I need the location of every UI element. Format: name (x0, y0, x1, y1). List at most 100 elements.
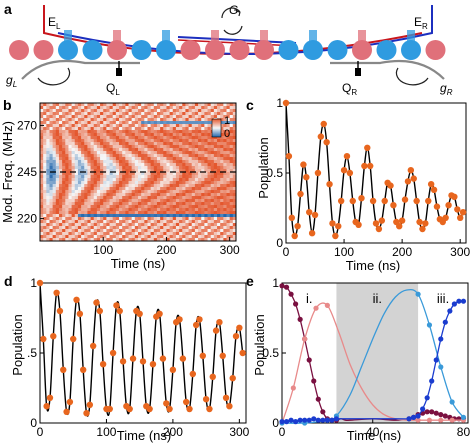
heatmap-cell (128, 115, 133, 119)
heatmap-cell (182, 145, 186, 149)
heatmap-cell (207, 181, 212, 185)
heatmap-cell (122, 193, 126, 197)
heatmap-cell (217, 214, 221, 218)
heatmap-cell (220, 229, 224, 233)
heatmap-cell (156, 154, 161, 158)
heatmap-cell (71, 166, 76, 170)
heatmap-cell (125, 115, 129, 119)
series-point (447, 308, 453, 314)
heatmap-cell (115, 220, 120, 224)
heatmap-cell (169, 175, 174, 179)
heatmap-cell (201, 106, 205, 110)
heatmap-cell (115, 121, 120, 125)
heatmap-cell (201, 148, 205, 152)
heatmap-cell (198, 205, 202, 209)
heatmap-cell (40, 172, 44, 176)
heatmap-cell (144, 163, 148, 167)
heatmap-cell (106, 124, 110, 128)
heatmap-cell (125, 124, 129, 128)
heatmap-cell (182, 226, 186, 230)
heatmap-cell (144, 145, 148, 149)
heatmap-cell (46, 142, 50, 146)
heatmap-cell (134, 109, 139, 113)
heatmap-cell (106, 139, 110, 143)
heatmap-cell (68, 184, 73, 188)
heatmap-cell (175, 148, 180, 152)
heatmap-cell (232, 226, 237, 230)
data-point (369, 197, 377, 205)
heatmap-cell (175, 220, 180, 224)
x-tick-label: 80 (457, 425, 471, 439)
panel-label-c: c (246, 97, 254, 113)
heatmap-cell (134, 148, 139, 152)
heatmap-cell (213, 148, 218, 152)
heatmap-cell (175, 121, 180, 125)
heatmap-cell (40, 196, 44, 200)
heatmap-cell (134, 145, 139, 149)
heatmap-cell (74, 148, 79, 152)
heatmap-cell (109, 118, 114, 122)
heatmap-cell (194, 148, 199, 152)
series-point (293, 419, 299, 425)
heatmap-cell (169, 184, 174, 188)
heatmap-cell (109, 226, 114, 230)
heatmap-cell (77, 172, 82, 176)
heatmap-cell (55, 121, 60, 125)
heatmap-cell (46, 169, 50, 173)
heatmap-cell (220, 175, 224, 179)
heatmap-cell (150, 112, 155, 116)
heatmap-cell (112, 217, 117, 221)
heatmap-cell (125, 229, 129, 233)
heatmap-cell (179, 136, 183, 140)
heatmap-cell (179, 103, 183, 107)
heatmap-cell (74, 217, 79, 221)
heatmap-cell (71, 205, 76, 209)
heatmap-cell (138, 169, 142, 173)
heatmap-cell (68, 196, 73, 200)
heatmap-cell (166, 172, 171, 176)
heatmap-cell (43, 154, 47, 158)
heatmap-cell (65, 190, 69, 194)
heatmap-cell (150, 172, 155, 176)
heatmap-cell (153, 106, 158, 110)
heatmap-cell (43, 220, 47, 224)
heatmap-cell (46, 106, 50, 110)
heatmap-cell (90, 166, 95, 170)
heatmap-cell (77, 232, 82, 236)
heatmap-cell (163, 217, 167, 221)
heatmap-cell (188, 109, 193, 113)
heatmap-cell (52, 184, 57, 188)
heatmap-cell (122, 166, 126, 170)
heatmap-cell (198, 226, 202, 230)
heatmap-cell (122, 223, 126, 227)
heatmap-cell (223, 205, 227, 209)
data-point (425, 197, 432, 205)
heatmap-cell (81, 217, 85, 221)
heatmap-cell (179, 163, 183, 167)
heatmap-cell (160, 139, 164, 143)
heatmap-cell (144, 211, 148, 215)
heatmap-cell (232, 172, 237, 176)
heatmap-cell (172, 163, 177, 167)
heatmap-cell (182, 202, 186, 206)
heatmap-cell (156, 220, 161, 224)
heatmap-cell (204, 115, 208, 119)
heatmap-cell (77, 193, 82, 197)
heatmap-cell (220, 214, 224, 218)
heatmap-cell (144, 139, 148, 143)
heatmap-cell (153, 124, 158, 128)
heatmap-cell (62, 148, 66, 152)
heatmap-cell (68, 103, 73, 107)
qubit-blue (303, 40, 323, 60)
heatmap-cell (68, 211, 73, 215)
heatmap-cell (84, 196, 88, 200)
heatmap-cell (112, 184, 117, 188)
heatmap-cell (122, 202, 126, 206)
heatmap-cell (131, 229, 136, 233)
heatmap-cell (141, 169, 145, 173)
heatmap-cell (147, 199, 152, 203)
heatmap-cell (106, 199, 110, 203)
heatmap-cell (43, 193, 47, 197)
heatmap-cell (223, 145, 227, 149)
heatmap-cell (68, 202, 73, 206)
